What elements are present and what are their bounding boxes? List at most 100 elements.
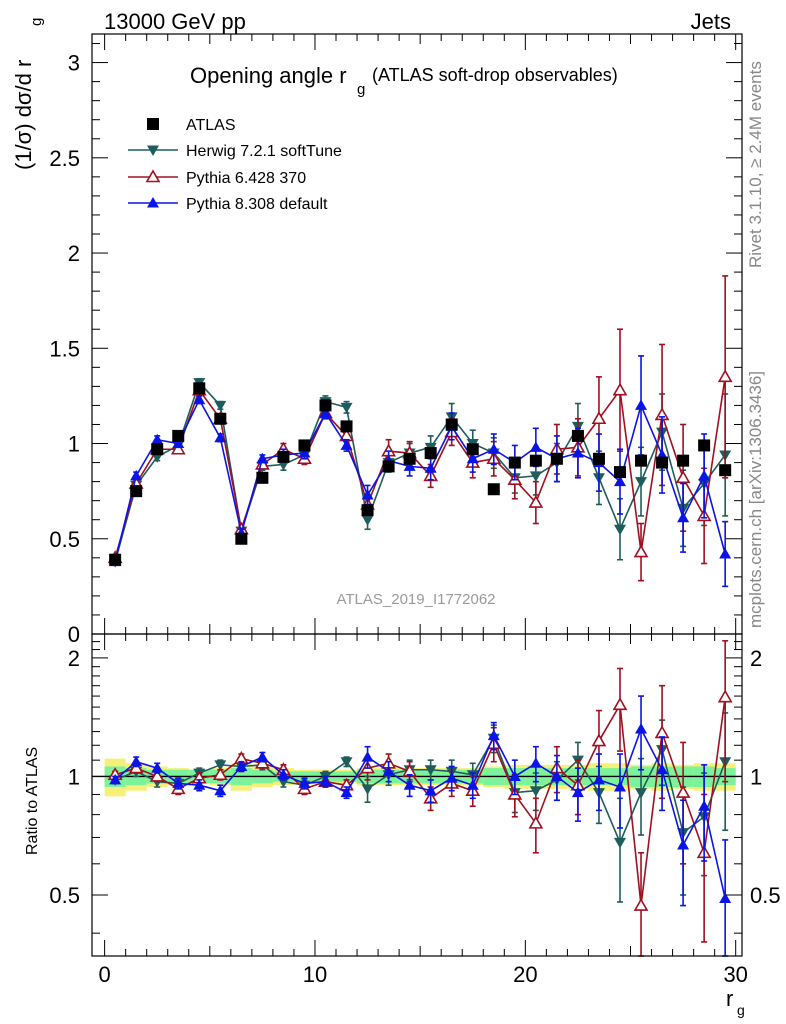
main-point-pythia8 — [214, 431, 227, 443]
ratio-y-tick-label-right: 1 — [750, 764, 762, 789]
main-point-pythia8 — [256, 452, 269, 464]
main-point-pythia8 — [172, 437, 185, 449]
main-point-pythia6 — [612, 382, 628, 396]
main-point-pythia8 — [424, 462, 437, 473]
main-point-atlas — [214, 412, 227, 425]
legend-marker-atlas — [147, 118, 159, 130]
main-point-atlas — [529, 454, 542, 467]
main-point-atlas — [550, 452, 563, 465]
main-point-atlas — [508, 456, 521, 469]
x-tick-label: 0 — [98, 962, 110, 987]
ratio-point-pythia8 — [214, 784, 227, 796]
legend-label-pythia6: Pythia 6.428 370 — [186, 170, 306, 187]
main-point-atlas — [656, 456, 669, 469]
main-point-pythia8 — [487, 443, 500, 454]
ratio-point-pythia8 — [466, 779, 479, 790]
main-point-atlas — [466, 443, 479, 456]
main-point-atlas — [719, 464, 732, 477]
x-axis-label: r — [726, 986, 733, 1011]
main-point-atlas — [298, 439, 311, 452]
ratio-point-pythia8 — [403, 779, 416, 790]
main-y-tick-label: 2.5 — [49, 146, 80, 171]
x-tick-label: 20 — [513, 962, 537, 987]
main-point-atlas — [403, 452, 416, 465]
main-y-label-text: (1/σ) dσ/d r — [11, 60, 36, 170]
main-point-atlas — [172, 429, 185, 442]
rivet-label: Rivet 3.1.10, ≥ 2.4M events — [746, 61, 765, 268]
ratio-point-pythia8 — [361, 751, 374, 762]
ratio-point-pythia8 — [698, 800, 711, 811]
main-y-tick-label: 3 — [68, 51, 80, 76]
main-point-pythia8 — [698, 469, 711, 481]
mcplots-label: mcplots.cern.ch [arXiv:1306.3436] — [746, 371, 765, 628]
main-y-label-subscript: g — [28, 18, 45, 26]
main-y-tick-label: 2 — [68, 241, 80, 266]
ratio-frame — [91, 633, 743, 957]
main-point-atlas — [635, 454, 648, 467]
main-axes: 0 0.5 1 1.5 2 2.5 3 — [49, 34, 742, 647]
ratio-y-tick-label: 2 — [68, 646, 80, 671]
chart-title-subscript: g — [357, 81, 365, 98]
ratio-point-pythia6 — [528, 815, 544, 829]
ratio-point-pythia8 — [256, 751, 269, 762]
ratio-point-pythia8 — [151, 762, 164, 773]
ratio-point-herwig — [424, 765, 437, 776]
main-point-pythia8 — [635, 399, 648, 410]
ratio-point-herwig — [361, 784, 374, 795]
ratio-point-pythia8 — [550, 770, 563, 781]
ratio-point-pythia8 — [719, 892, 732, 903]
main-point-atlas — [382, 460, 395, 473]
ratio-point-pythia6 — [212, 767, 228, 781]
legend-marker-herwig — [147, 145, 159, 156]
ratio-point-pythia6 — [149, 768, 165, 782]
main-point-pythia6 — [633, 544, 649, 558]
energy-label: 13000 GeV pp — [104, 9, 246, 34]
main-point-pythia6 — [255, 456, 270, 470]
main-y-tick-label: 1 — [68, 432, 80, 457]
main-point-herwig — [361, 515, 374, 526]
main-point-pythia8 — [298, 447, 311, 458]
ratio-point-pythia6 — [654, 725, 670, 739]
main-point-atlas — [592, 452, 605, 465]
ratio-point-pythia8 — [130, 755, 143, 767]
main-series-layer — [107, 275, 733, 588]
main-point-atlas — [613, 466, 626, 479]
legend-label-herwig: Herwig 7.2.1 softTune — [186, 143, 342, 160]
main-point-pythia8 — [403, 460, 416, 471]
ratio-point-pythia8 — [235, 760, 248, 771]
ratio-point-herwig — [214, 760, 227, 771]
main-point-pythia8 — [361, 488, 374, 500]
ratio-point-pythia8 — [298, 777, 311, 788]
ratio-point-pythia8 — [193, 779, 206, 790]
main-point-herwig — [214, 400, 227, 412]
main-series-atlas — [109, 382, 732, 566]
main-point-atlas — [424, 447, 437, 460]
ratio-point-pythia6 — [591, 733, 607, 747]
main-point-atlas — [319, 399, 332, 412]
ratio-y-tick-label-right: 2 — [750, 646, 762, 671]
main-point-pythia6 — [717, 369, 733, 383]
chart-title: Opening angle r — [190, 63, 347, 88]
main-point-atlas — [487, 483, 500, 496]
chart-title-note: (ATLAS soft-drop observables) — [372, 65, 618, 85]
ratio-point-pythia6 — [255, 755, 270, 769]
ratio-point-pythia8 — [487, 729, 500, 741]
main-point-atlas — [445, 418, 458, 431]
main-point-pythia6 — [528, 494, 544, 508]
main-line-herwig — [114, 381, 726, 562]
process-label: Jets — [691, 9, 731, 34]
main-series-pythia6 — [107, 275, 733, 582]
legend-marker-pythia8 — [147, 197, 159, 208]
ratio-point-pythia8 — [382, 765, 395, 776]
analysis-watermark: ATLAS_2019_I1772062 — [336, 591, 495, 608]
main-y-tick-label: 1.5 — [49, 336, 80, 361]
ratio-point-pythia8 — [592, 773, 605, 785]
ratio-line-pythia8 — [114, 726, 726, 899]
main-point-pythia6 — [170, 441, 186, 455]
main-point-atlas — [130, 485, 143, 498]
ratio-line-pythia6 — [114, 697, 726, 906]
main-point-herwig — [613, 524, 626, 536]
main-y-tick-label: 0 — [68, 622, 80, 647]
ratio-point-pythia6 — [633, 897, 649, 911]
